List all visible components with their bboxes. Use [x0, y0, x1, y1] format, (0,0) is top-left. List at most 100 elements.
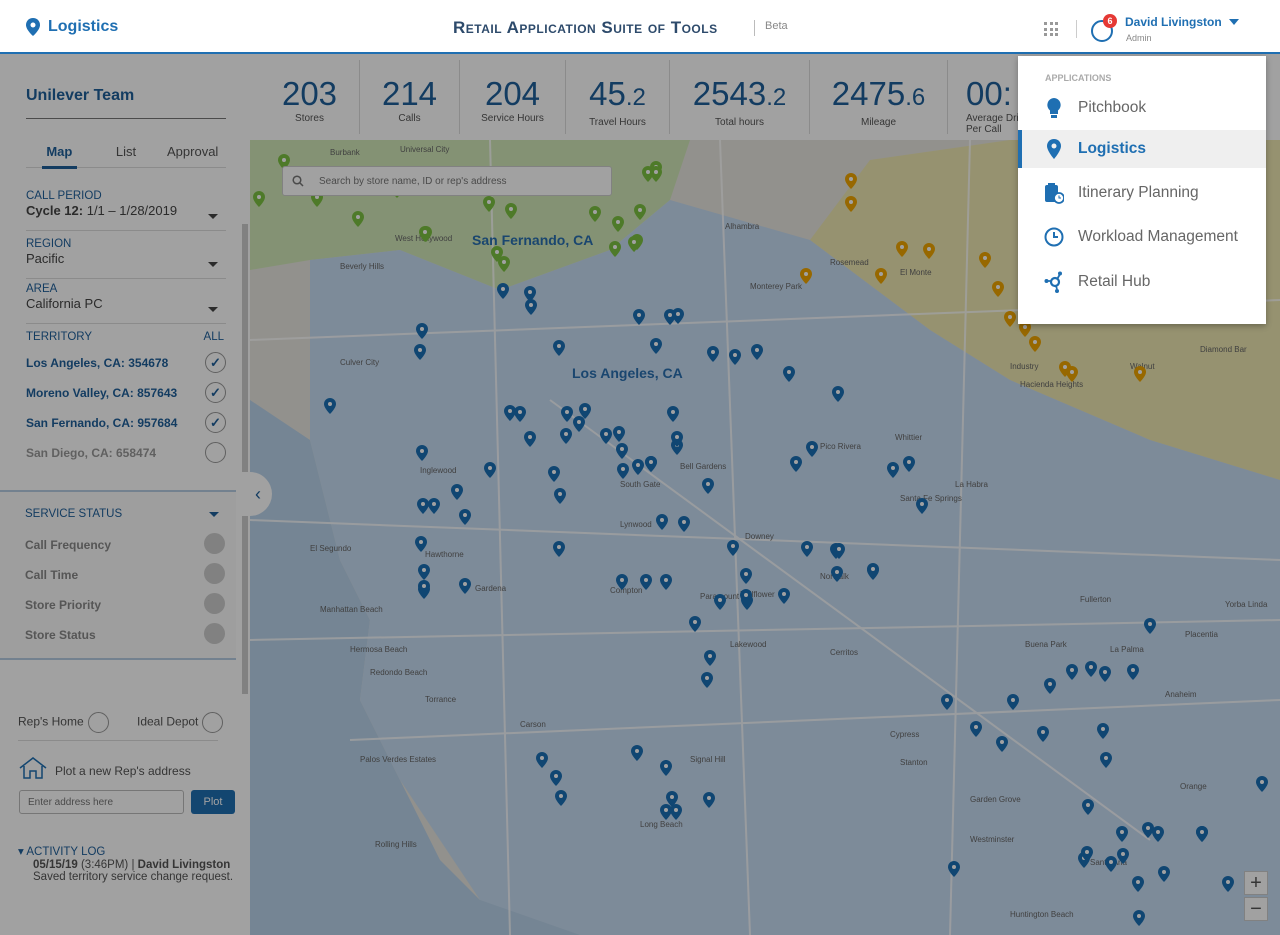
address-input[interactable] — [19, 790, 184, 814]
store-pin-icon[interactable] — [616, 443, 628, 459]
store-pin-icon[interactable] — [1117, 848, 1129, 864]
store-pin-icon[interactable] — [1222, 876, 1234, 892]
store-pin-icon[interactable] — [1097, 723, 1109, 739]
store-pin-icon[interactable] — [670, 804, 682, 820]
store-pin-icon[interactable] — [948, 861, 960, 877]
store-pin-icon[interactable] — [631, 745, 643, 761]
store-pin-icon[interactable] — [1066, 366, 1078, 382]
store-pin-icon[interactable] — [800, 268, 812, 284]
store-pin-icon[interactable] — [831, 566, 843, 582]
store-pin-icon[interactable] — [656, 514, 668, 530]
store-pin-icon[interactable] — [579, 403, 591, 419]
store-pin-icon[interactable] — [1132, 876, 1144, 892]
tab-map[interactable]: Map — [26, 144, 93, 169]
store-pin-icon[interactable] — [707, 346, 719, 362]
tab-approval[interactable]: Approval — [167, 144, 219, 159]
checkbox-checked[interactable]: ✓ — [205, 352, 226, 373]
store-pin-icon[interactable] — [419, 226, 431, 242]
store-pin-icon[interactable] — [548, 466, 560, 482]
store-pin-icon[interactable] — [703, 792, 715, 808]
user-avatar-icon[interactable] — [1091, 20, 1113, 42]
store-pin-icon[interactable] — [459, 578, 471, 594]
store-pin-icon[interactable] — [609, 241, 621, 257]
store-pin-icon[interactable] — [253, 191, 265, 207]
store-pin-icon[interactable] — [428, 498, 440, 514]
store-pin-icon[interactable] — [616, 574, 628, 590]
store-pin-icon[interactable] — [845, 173, 857, 189]
store-pin-icon[interactable] — [996, 736, 1008, 752]
user-menu-caret-icon[interactable] — [1229, 19, 1239, 25]
store-pin-icon[interactable] — [1082, 799, 1094, 815]
store-pin-icon[interactable] — [666, 791, 678, 807]
store-pin-icon[interactable] — [704, 650, 716, 666]
store-pin-icon[interactable] — [613, 426, 625, 442]
map[interactable]: Search by store name, ID or rep's addres… — [250, 140, 1280, 935]
store-pin-icon[interactable] — [702, 478, 714, 494]
store-pin-icon[interactable] — [678, 516, 690, 532]
select-all-link[interactable]: ALL — [203, 331, 224, 343]
user-name[interactable]: David Livingston — [1125, 15, 1222, 29]
store-pin-icon[interactable] — [1134, 366, 1146, 382]
store-pin-icon[interactable] — [790, 456, 802, 472]
zoom-out-button[interactable]: − — [1244, 897, 1268, 921]
toggle[interactable] — [204, 623, 225, 644]
store-pin-icon[interactable] — [751, 344, 763, 360]
store-pin-icon[interactable] — [867, 563, 879, 579]
checkbox-checked[interactable]: ✓ — [205, 412, 226, 433]
store-pin-icon[interactable] — [1081, 846, 1093, 862]
store-pin-icon[interactable] — [650, 166, 662, 182]
menu-item-pitchbook[interactable]: Pitchbook — [1018, 89, 1266, 127]
region-select[interactable]: REGION Pacific — [26, 238, 226, 279]
store-pin-icon[interactable] — [560, 428, 572, 444]
store-pin-icon[interactable] — [1256, 776, 1268, 792]
menu-item-logistics[interactable]: Logistics — [1018, 130, 1266, 168]
store-pin-icon[interactable] — [632, 459, 644, 475]
store-pin-icon[interactable] — [1100, 752, 1112, 768]
notification-badge[interactable]: 6 — [1103, 14, 1117, 28]
store-pin-icon[interactable] — [1037, 726, 1049, 742]
store-pin-icon[interactable] — [505, 203, 517, 219]
service-toggle[interactable]: Call Time — [25, 563, 236, 584]
store-pin-icon[interactable] — [524, 431, 536, 447]
store-pin-icon[interactable] — [660, 760, 672, 776]
store-pin-icon[interactable] — [660, 804, 672, 820]
store-pin-icon[interactable] — [416, 445, 428, 461]
store-pin-icon[interactable] — [740, 589, 752, 605]
service-toggle[interactable]: Store Priority — [25, 593, 236, 614]
store-pin-icon[interactable] — [689, 616, 701, 632]
store-pin-icon[interactable] — [1152, 826, 1164, 842]
store-pin-icon[interactable] — [561, 406, 573, 422]
territory-item[interactable]: Moreno Valley, CA: 857643 ✓ — [26, 382, 226, 403]
radio[interactable] — [202, 712, 224, 733]
reps-home-option[interactable]: Rep's Home — [18, 712, 109, 733]
store-pin-icon[interactable] — [801, 541, 813, 557]
store-pin-icon[interactable] — [875, 268, 887, 284]
store-pin-icon[interactable] — [896, 241, 908, 257]
store-pin-icon[interactable] — [459, 509, 471, 525]
store-pin-icon[interactable] — [903, 456, 915, 472]
toggle[interactable] — [204, 563, 225, 584]
toggle[interactable] — [204, 533, 225, 554]
store-pin-icon[interactable] — [1133, 910, 1145, 926]
app-brand[interactable]: Logistics — [26, 18, 118, 36]
store-pin-icon[interactable] — [600, 428, 612, 444]
store-pin-icon[interactable] — [887, 462, 899, 478]
store-pin-icon[interactable] — [916, 498, 928, 514]
store-pin-icon[interactable] — [553, 340, 565, 356]
map-search-input[interactable]: Search by store name, ID or rep's addres… — [282, 166, 612, 196]
store-pin-icon[interactable] — [536, 752, 548, 768]
store-pin-icon[interactable] — [483, 196, 495, 212]
store-pin-icon[interactable] — [633, 309, 645, 325]
store-pin-icon[interactable] — [416, 323, 428, 339]
store-pin-icon[interactable] — [415, 536, 427, 552]
store-pin-icon[interactable] — [660, 574, 672, 590]
menu-item-retail-hub[interactable]: Retail Hub — [1018, 263, 1266, 301]
store-pin-icon[interactable] — [573, 416, 585, 432]
store-pin-icon[interactable] — [992, 281, 1004, 297]
store-pin-icon[interactable] — [1019, 321, 1031, 337]
store-pin-icon[interactable] — [979, 252, 991, 268]
service-status-label[interactable]: SERVICE STATUS — [25, 508, 123, 520]
store-pin-icon[interactable] — [1029, 336, 1041, 352]
store-pin-icon[interactable] — [1158, 866, 1170, 882]
store-pin-icon[interactable] — [941, 694, 953, 710]
